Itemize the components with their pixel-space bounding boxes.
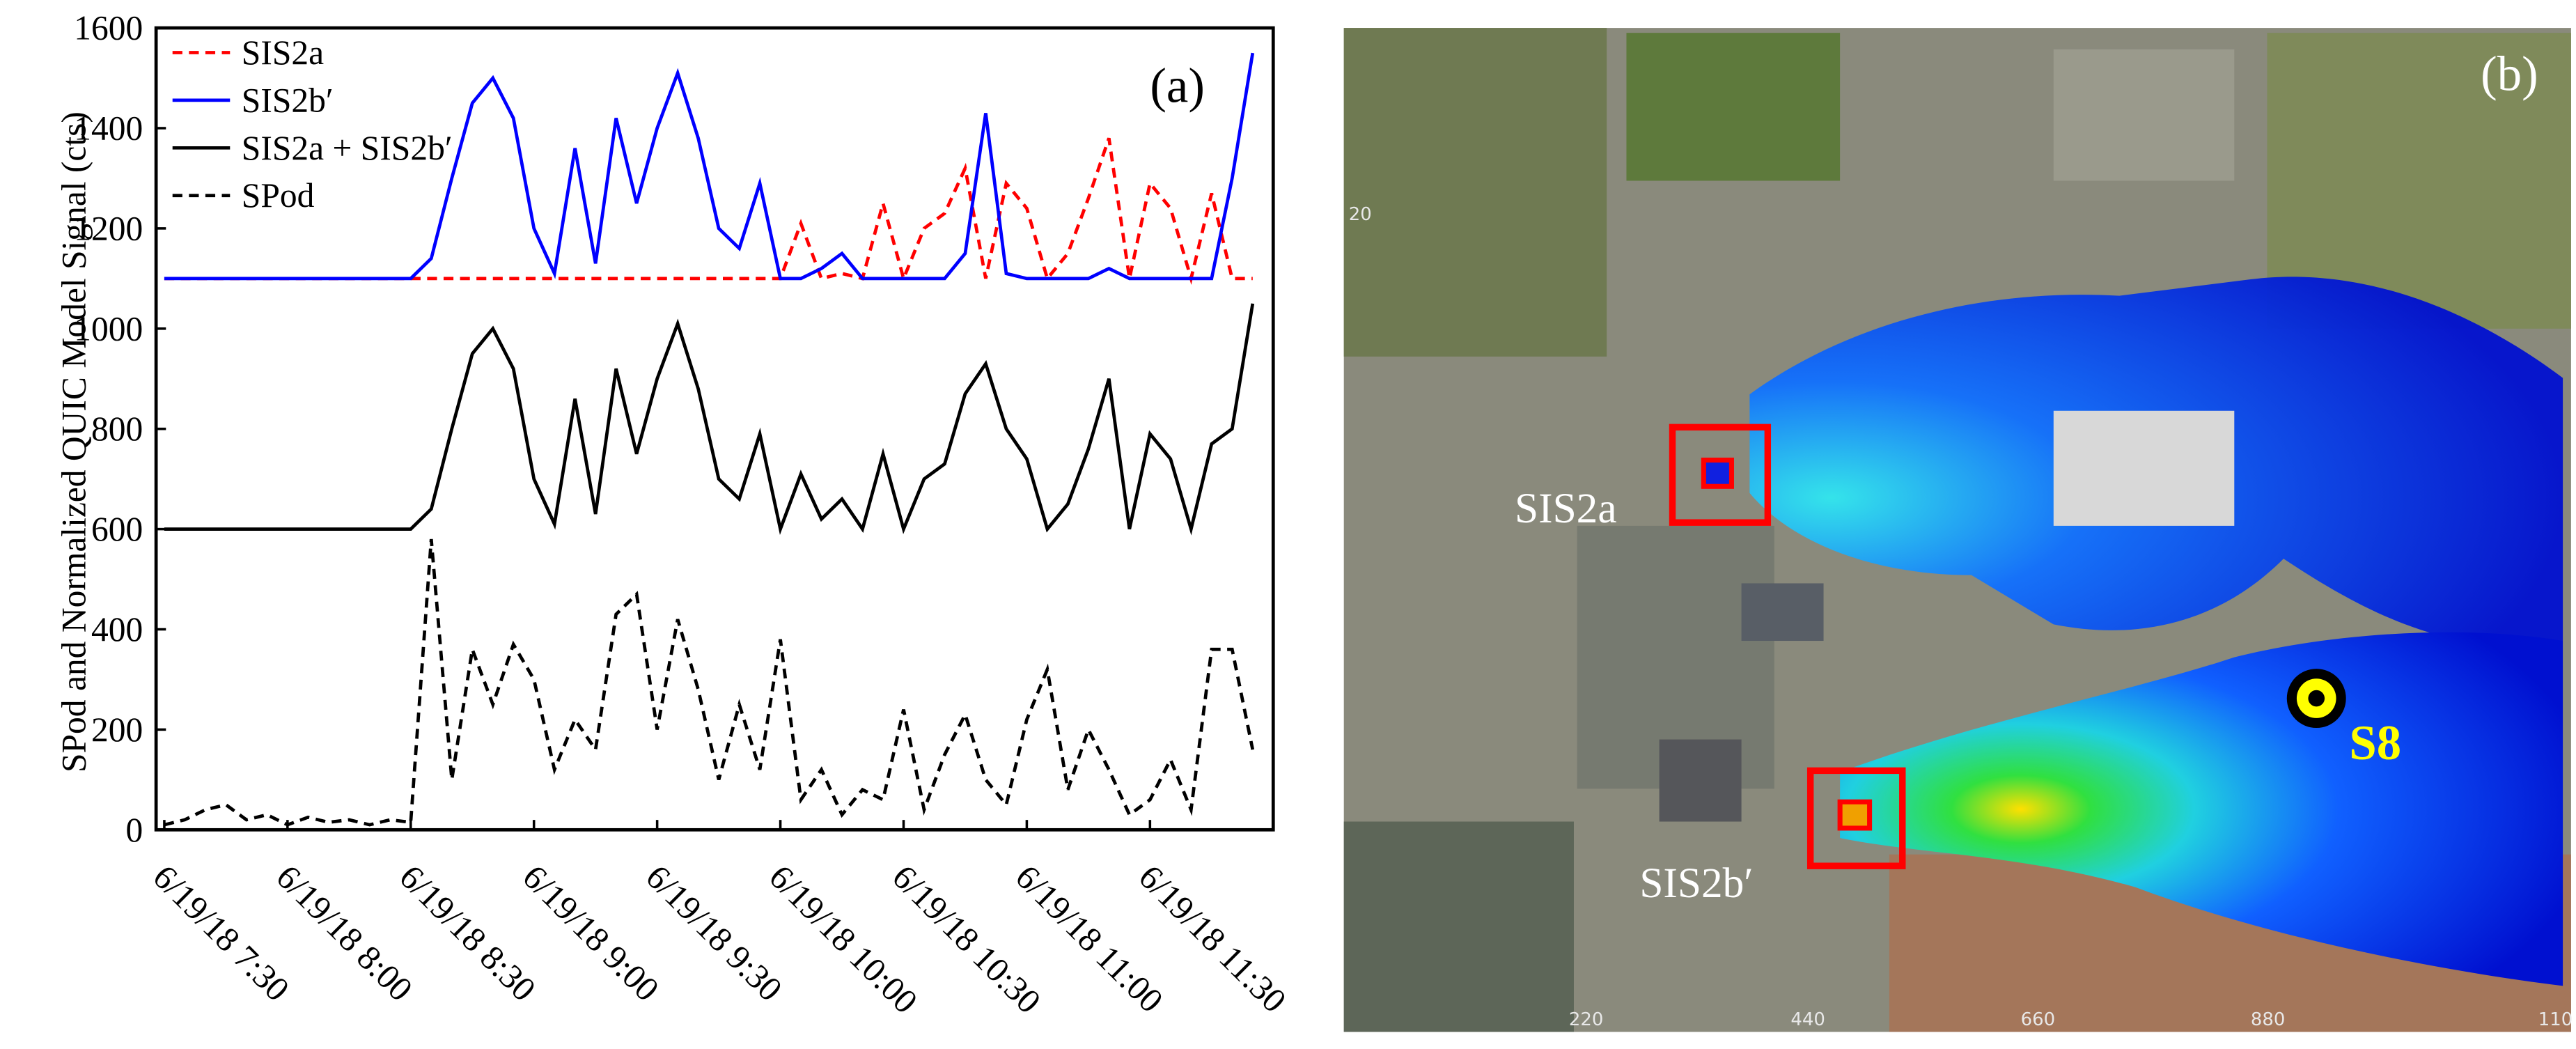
source-box — [1806, 767, 1906, 869]
legend-label: SIS2b′ — [242, 81, 334, 119]
terrain — [1626, 33, 1841, 181]
source-marker — [1701, 457, 1734, 489]
y-tick-label: 1400 — [74, 109, 143, 148]
series-line — [164, 538, 1255, 827]
y-tick-label: 1200 — [74, 209, 143, 247]
panel-label: (b) — [2481, 47, 2538, 102]
map-axis-label: 660 — [2021, 1009, 2056, 1030]
terrain — [1343, 28, 1607, 357]
map-axis-label: 20 — [1349, 204, 1372, 225]
source-label: SIS2a — [1515, 485, 1617, 532]
legend-label: SIS2a — [242, 33, 324, 72]
building — [2053, 410, 2235, 526]
map-panel: (b) SIS2a SIS2b′ S8 220 440 660 880 110 … — [1343, 28, 2573, 1032]
y-tick-label: 0 — [125, 811, 143, 849]
source-box — [1669, 424, 1772, 526]
y-tick-label: 200 — [91, 710, 143, 749]
receptor-label: S8 — [2349, 716, 2401, 770]
terrain — [2053, 49, 2235, 181]
y-tick-label: 800 — [91, 410, 143, 448]
y-tick-label: 600 — [91, 510, 143, 548]
y-tick-label: 1600 — [74, 9, 143, 47]
source-marker — [1837, 799, 1873, 831]
map-axis-label: 220 — [1569, 1009, 1604, 1030]
y-axis-title: SPod and Normalized QUIC Model Signal (c… — [55, 111, 93, 772]
y-tick-label: 400 — [91, 610, 143, 648]
map-axis-label: 440 — [1790, 1009, 1825, 1030]
series-line — [164, 52, 1255, 281]
panel-label: (a) — [1150, 59, 1205, 113]
terrain — [1343, 821, 1574, 1032]
building — [1659, 739, 1742, 822]
source-label: SIS2b′ — [1639, 860, 1753, 907]
map-axis-label: 880 — [2251, 1009, 2286, 1030]
legend-label: SPod — [242, 176, 315, 215]
plume-b — [1840, 632, 2563, 986]
building — [1741, 583, 1824, 642]
legend-label: SIS2a + SIS2b′ — [242, 129, 453, 167]
map-axis-label: 110 — [2538, 1009, 2573, 1030]
series-line — [164, 303, 1255, 536]
y-tick-label: 1000 — [74, 309, 143, 348]
receptor-marker — [2308, 690, 2325, 707]
